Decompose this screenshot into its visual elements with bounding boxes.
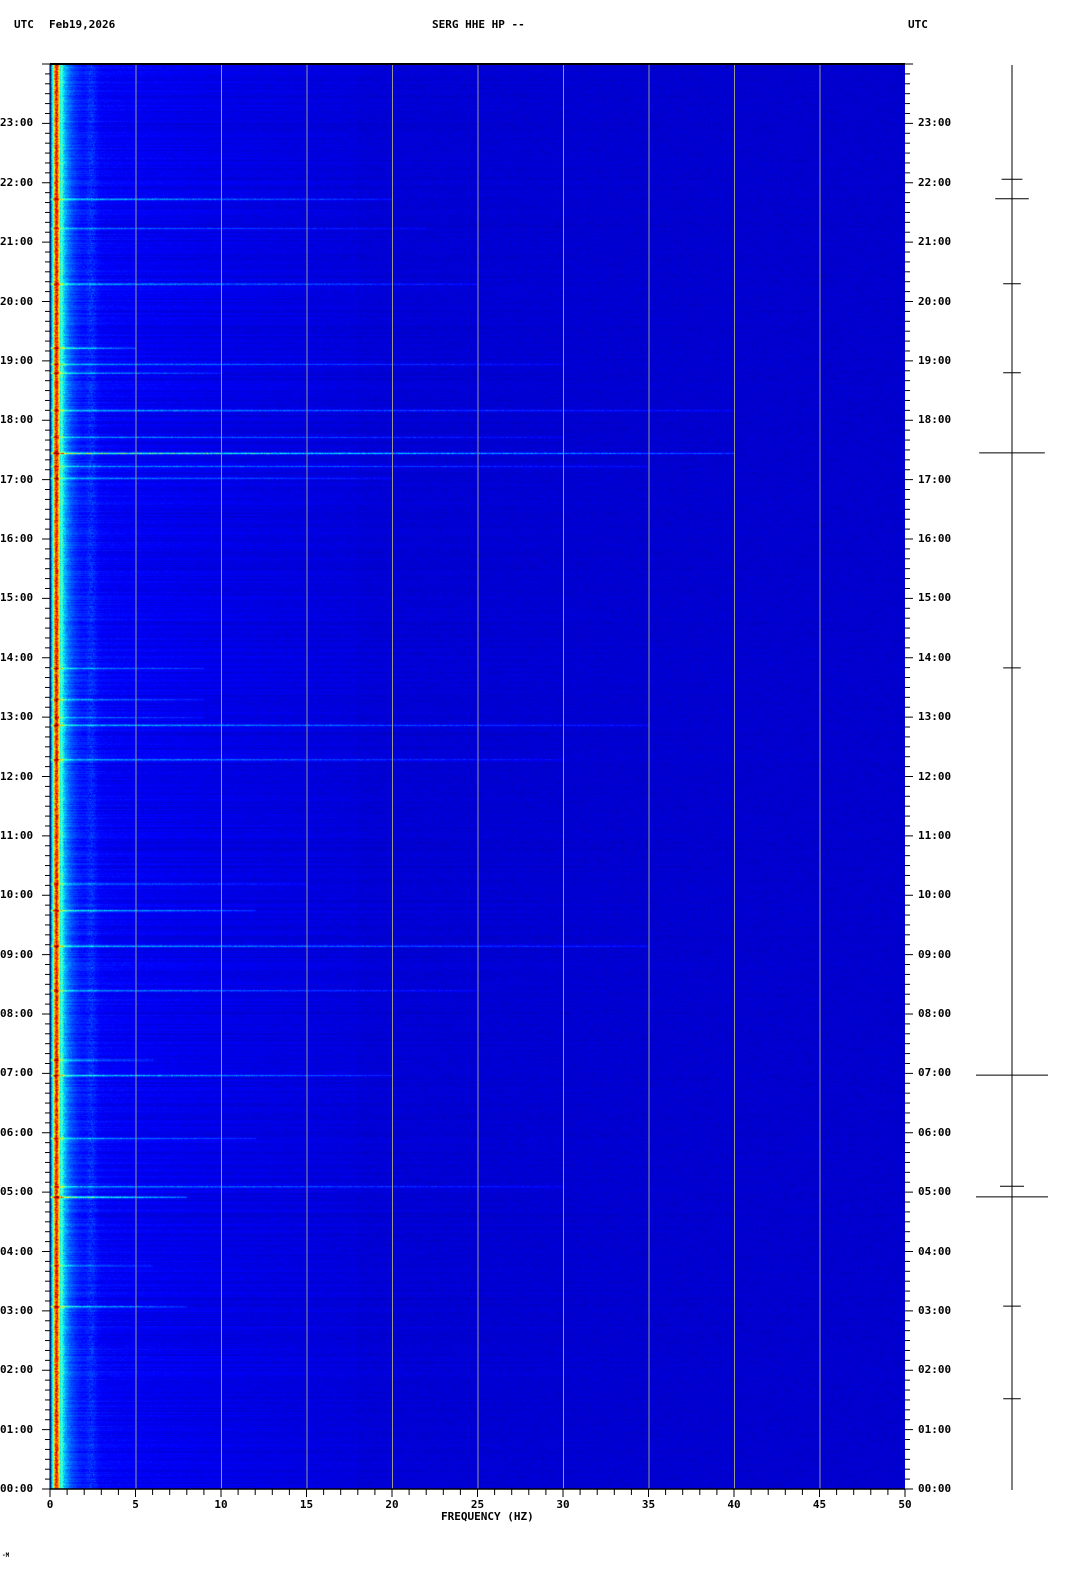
x-tick-label: 10 <box>214 1498 228 1511</box>
y-tick-label-left: 23:00 <box>0 116 34 130</box>
y-tick-label-right: 14:00 <box>918 650 952 664</box>
x-tick-label: 40 <box>727 1498 741 1511</box>
y-tick-label-left: 17:00 <box>0 472 34 486</box>
y-tick-label-right: 17:00 <box>918 472 952 486</box>
station-title: SERG HHE HP -- <box>432 18 525 31</box>
y-tick-label-right: 05:00 <box>918 1185 952 1199</box>
date-label: Feb19,2026 <box>49 18 116 31</box>
right-timezone: UTC <box>908 18 928 31</box>
x-tick-label: 15 <box>299 1498 314 1511</box>
y-tick-label-left: 02:00 <box>0 1363 34 1377</box>
x-tick-label: 20 <box>385 1498 399 1511</box>
x-tick-label: 35 <box>641 1498 656 1511</box>
left-timezone: UTC <box>14 18 34 31</box>
y-tick-label-right: 09:00 <box>918 947 952 961</box>
y-tick-label-right: 23:00 <box>918 116 952 130</box>
y-tick-label-right: 22:00 <box>918 175 952 189</box>
y-tick-label-left: 01:00 <box>0 1422 34 1436</box>
x-tick-label: 25 <box>470 1498 485 1511</box>
y-tick-label-left: 12:00 <box>0 769 34 783</box>
y-tick-label-left: 13:00 <box>0 710 34 724</box>
y-tick-label-right: 12:00 <box>918 769 952 783</box>
x-tick-label: 50 <box>898 1498 912 1511</box>
x-axis-label: FREQUENCY (HZ) <box>441 1510 534 1523</box>
y-tick-label-right: 01:00 <box>918 1422 952 1436</box>
footer-mark: -M <box>2 1552 10 1559</box>
y-tick-label-right: 18:00 <box>918 413 952 427</box>
y-tick-label-left: 07:00 <box>0 1066 34 1080</box>
y-tick-label-right: 03:00 <box>918 1303 952 1317</box>
y-tick-label-left: 14:00 <box>0 650 34 664</box>
y-tick-label-right: 19:00 <box>918 353 952 367</box>
y-tick-label-left: 15:00 <box>0 591 34 605</box>
x-tick-label: 45 <box>812 1498 827 1511</box>
y-tick-label-right: 16:00 <box>918 532 952 545</box>
y-tick-label-left: 08:00 <box>0 1007 34 1020</box>
x-tick-label: 30 <box>556 1498 570 1511</box>
y-tick-label-right: 13:00 <box>918 710 952 724</box>
y-tick-label-right: 10:00 <box>918 888 952 902</box>
y-tick-label-right: 04:00 <box>918 1244 952 1258</box>
y-tick-label-left: 20:00 <box>0 294 34 308</box>
y-tick-label-right: 20:00 <box>918 294 952 308</box>
y-tick-label-left: 18:00 <box>0 413 34 427</box>
y-tick-label-left: 11:00 <box>0 828 34 842</box>
y-tick-label-left: 06:00 <box>0 1125 34 1139</box>
y-tick-label-left: 09:00 <box>0 947 34 961</box>
y-tick-label-right: 02:00 <box>918 1363 952 1377</box>
x-tick-label: 5 <box>132 1498 139 1511</box>
y-tick-label-left: 22:00 <box>0 175 34 189</box>
y-tick-label-left: 00:00 <box>0 1482 34 1495</box>
y-tick-label-left: 10:00 <box>0 888 34 902</box>
y-tick-label-right: 11:00 <box>918 828 952 842</box>
y-tick-label-left: 19:00 <box>0 353 34 367</box>
y-tick-label-right: 15:00 <box>918 591 952 605</box>
y-tick-label-left: 04:00 <box>0 1244 34 1258</box>
y-tick-label-right: 06:00 <box>918 1125 952 1139</box>
y-tick-label-left: 21:00 <box>0 235 34 249</box>
y-tick-label-left: 16:00 <box>0 532 34 545</box>
y-tick-label-left: 03:00 <box>0 1303 34 1317</box>
y-tick-label-right: 07:00 <box>918 1066 952 1080</box>
y-tick-label-left: 05:00 <box>0 1185 34 1199</box>
y-tick-label-right: 00:00 <box>918 1482 952 1495</box>
y-tick-label-right: 21:00 <box>918 235 952 249</box>
x-tick-label: 0 <box>46 1498 54 1511</box>
y-tick-label-right: 08:00 <box>918 1007 952 1020</box>
